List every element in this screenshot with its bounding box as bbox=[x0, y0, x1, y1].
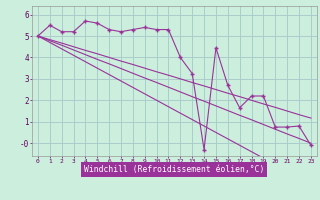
X-axis label: Windchill (Refroidissement éolien,°C): Windchill (Refroidissement éolien,°C) bbox=[84, 165, 265, 174]
